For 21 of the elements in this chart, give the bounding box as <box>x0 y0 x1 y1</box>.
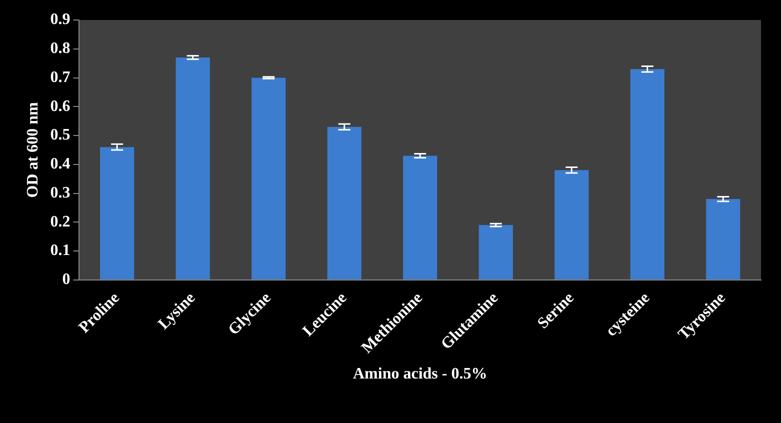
x-axis-title: Amino acids - 0.5% <box>352 366 488 383</box>
y-tick-label: 0.3 <box>50 184 70 202</box>
y-tick-label: 0.2 <box>50 213 70 230</box>
bar <box>252 78 286 280</box>
bar <box>630 69 664 280</box>
y-tick-label: 0.9 <box>50 11 70 28</box>
y-axis-title: OD at 600 nm <box>24 102 42 198</box>
y-tick-label: 0.5 <box>50 126 70 144</box>
bar <box>554 170 589 280</box>
y-tick-label: 0.6 <box>50 98 70 115</box>
y-tick-label: 0.8 <box>50 40 70 58</box>
y-tick-label: 0.4 <box>50 156 70 173</box>
bar <box>706 199 740 280</box>
y-tick-label: 0.1 <box>50 242 70 260</box>
bar <box>100 147 134 280</box>
bar <box>478 225 513 280</box>
bar <box>403 156 438 280</box>
bar <box>327 126 362 280</box>
y-tick-label: 0.7 <box>50 68 70 86</box>
y-tick-label: 0 <box>62 271 70 288</box>
bar <box>176 58 210 280</box>
